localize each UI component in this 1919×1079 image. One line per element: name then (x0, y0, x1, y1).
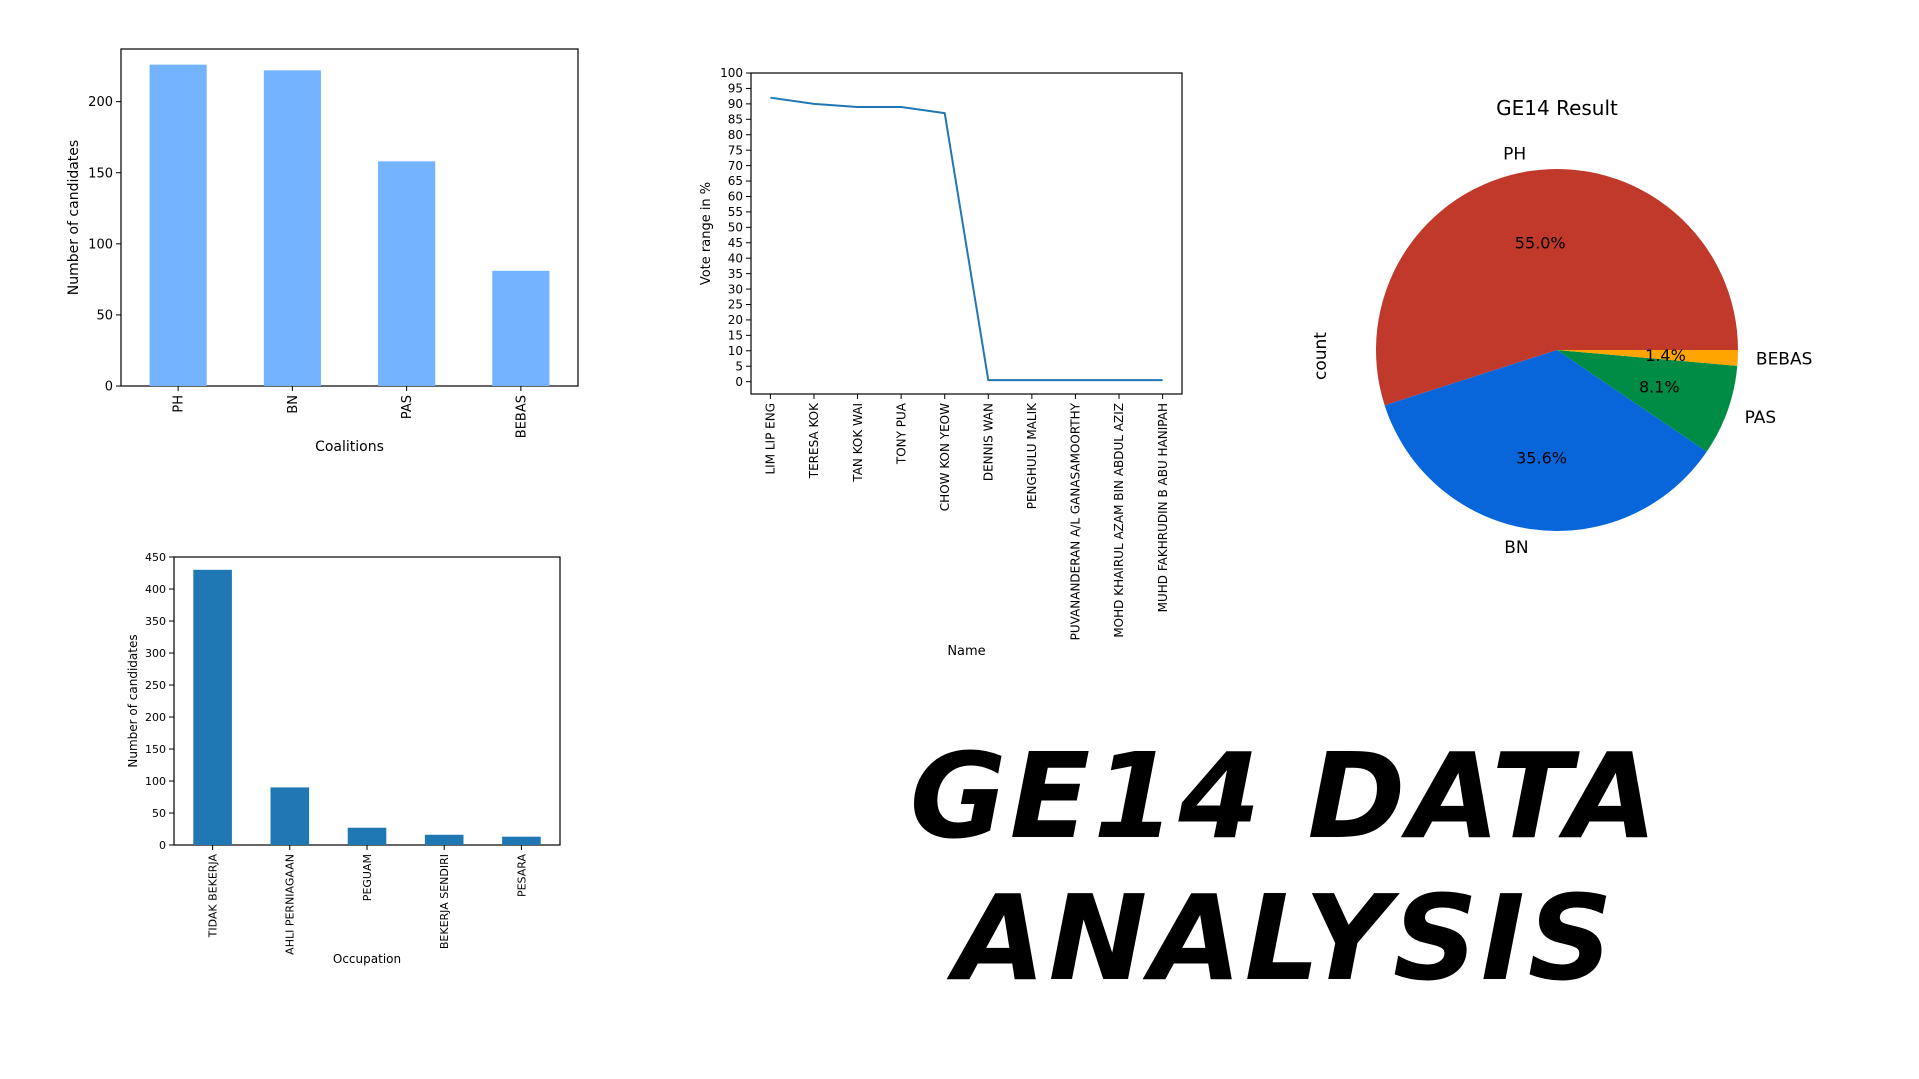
y-tick-label: 50 (728, 221, 743, 235)
y-tick-label: 35 (728, 267, 743, 281)
y-tick-label: 85 (728, 112, 743, 126)
y-tick-label: 65 (728, 174, 743, 188)
x-tick-label-bebas: BEBAS (514, 395, 529, 438)
x-tick-label-penghulu-malik: PENGHULU MALIK (1025, 402, 1039, 509)
x-tick-label-chow-kon-yeow: CHOW KON YEOW (938, 403, 952, 511)
x-tick-label-puvananderan-a-l-ganasamoorthy: PUVANANDERAN A/L GANASAMOORTHY (1069, 402, 1083, 640)
y-tick-label: 100 (88, 237, 113, 252)
x-axis-label: Coalitions (315, 439, 384, 455)
y-tick-label: 200 (145, 711, 166, 724)
bar-ph (149, 64, 207, 386)
pie-label-pas: PAS (1745, 408, 1777, 428)
y-axis-label: Number of candidates (126, 634, 140, 767)
pie-percent-bebas: 1.4% (1645, 346, 1686, 365)
y-tick-label: 50 (96, 308, 113, 323)
x-tick-label-tan-kok-wai: TAN KOK WAI (851, 403, 865, 483)
y-tick-label: 100 (145, 775, 166, 788)
y-tick-label: 200 (88, 95, 113, 110)
y-tick-label: 45 (728, 236, 743, 250)
x-tick-label-tidak-bekerja: TIDAK BEKERJA (206, 854, 219, 939)
y-tick-label: 400 (145, 583, 166, 596)
x-tick-label-mohd-khairul-azam-bin-abdul-aziz: MOHD KHAIRUL AZAM BIN ABDUL AZIZ (1112, 403, 1126, 638)
y-tick-label: 250 (145, 679, 166, 692)
y-tick-label: 55 (728, 205, 743, 219)
pie-percent-ph: 55.0% (1515, 234, 1566, 253)
y-tick-label: 300 (145, 647, 166, 660)
pie-percent-pas: 8.1% (1639, 377, 1680, 396)
y-tick-label: 95 (728, 82, 743, 96)
y-axis-label: Vote range in % (699, 182, 714, 285)
pie-label-bebas: BEBAS (1756, 350, 1813, 370)
x-axis-label: Occupation (333, 952, 401, 966)
y-tick-label: 0 (735, 375, 743, 389)
headline-line-1: GE14 DATA (909, 727, 1661, 865)
y-tick-label: 60 (728, 190, 743, 204)
y-tick-label: 450 (145, 551, 166, 564)
x-axis-label: Name (947, 644, 985, 659)
y-tick-label: 30 (728, 282, 743, 296)
chart-title: GE14 Result (1496, 96, 1618, 120)
bar-peguam (347, 827, 387, 845)
y-tick-label: 40 (728, 251, 743, 265)
bar-pas (378, 161, 436, 386)
bar-pesara (502, 836, 541, 845)
x-tick-label-pesara: PESARA (515, 854, 528, 897)
pie-label-ph: PH (1503, 144, 1526, 164)
pie-slice-pas (1557, 350, 1738, 452)
plot-frame (173, 556, 561, 846)
pie-slice-bebas (1557, 350, 1738, 366)
y-tick-label: 350 (145, 615, 166, 628)
y-tick-label: 15 (728, 329, 743, 343)
y-tick-label: 5 (735, 359, 743, 373)
y-tick-label: 25 (728, 298, 743, 312)
y-tick-label: 75 (728, 143, 743, 157)
y-tick-label: 150 (88, 166, 113, 181)
x-tick-label-ahli-perniagaan: AHLI PERNIAGAAN (284, 854, 297, 955)
y-tick-label: 80 (728, 128, 743, 142)
bar-bekerja-sendiri (424, 834, 464, 845)
x-tick-label-peguam: PEGUAM (361, 854, 374, 901)
y-axis-label: count (1311, 332, 1331, 380)
y-tick-label: 100 (720, 66, 743, 80)
y-tick-label: 90 (728, 97, 743, 111)
plot-frame (750, 72, 1183, 395)
bar-bebas (492, 270, 550, 386)
y-tick-label: 150 (145, 743, 166, 756)
y-tick-label: 0 (105, 380, 113, 395)
pie-label-bn: BN (1504, 538, 1528, 558)
bar-bn (263, 70, 321, 387)
y-axis-label: Number of candidates (66, 140, 82, 295)
x-tick-label-lim-lip-eng: LIM LIP ENG (764, 403, 778, 475)
headline: GE14 DATA ANALYSIS (880, 725, 1690, 1009)
x-tick-label-pas: PAS (400, 395, 415, 419)
x-tick-label-dennis-wan: DENNIS WAN (981, 403, 995, 481)
y-tick-label: 50 (152, 807, 166, 820)
headline-line-2: ANALYSIS (954, 869, 1616, 1007)
plot-frame (120, 48, 579, 387)
bar-ahli-perniagaan (270, 787, 310, 845)
pie-slice-bn (1384, 350, 1707, 531)
y-tick-label: 70 (728, 159, 743, 173)
y-tick-label: 10 (728, 344, 743, 358)
x-tick-label-ph: PH (172, 395, 187, 413)
x-tick-label-teresa-kok: TERESA KOK (807, 402, 821, 479)
x-tick-label-bekerja-sendiri: BEKERJA SENDIRI (438, 854, 451, 949)
pie-percent-bn: 35.6% (1516, 448, 1567, 467)
y-tick-label: 0 (159, 839, 166, 852)
x-tick-label-tony-pua: TONY PUA (894, 402, 908, 465)
series-line (770, 96, 1163, 382)
x-tick-label-bn: BN (286, 395, 301, 414)
x-tick-label-muhd-fakhrudin-b-abu-hanipah: MUHD FAKHRUDIN B ABU HANIPAH (1156, 403, 1170, 612)
y-tick-label: 20 (728, 313, 743, 327)
bar-tidak-bekerja (193, 569, 232, 845)
pie-slice-ph (1376, 168, 1738, 406)
